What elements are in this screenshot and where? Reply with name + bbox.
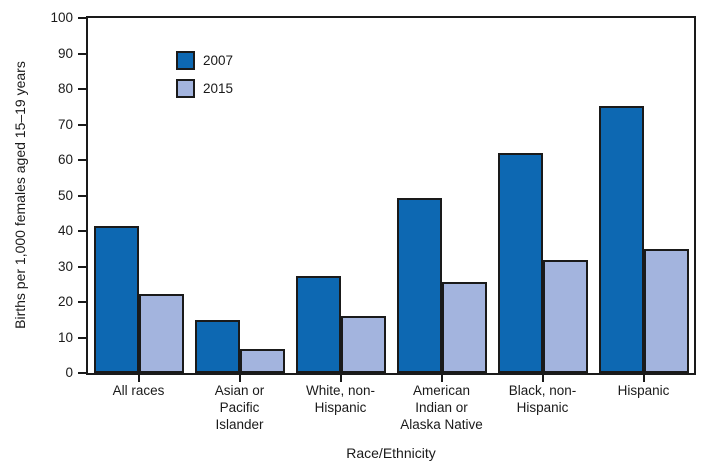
x-axis-title: Race/Ethnicity (346, 445, 436, 461)
bar-group (391, 18, 492, 373)
legend-swatch-icon (176, 51, 195, 70)
y-tick (78, 372, 86, 374)
bar-2007 (396, 198, 442, 373)
y-tick (78, 336, 86, 339)
x-category-label: American Indian or Alaska Native (400, 383, 483, 432)
y-tick (78, 194, 86, 197)
x-tick (440, 375, 443, 382)
x-tick (238, 375, 241, 382)
y-tick (78, 123, 86, 126)
x-tick (339, 375, 342, 382)
x-category-label: Asian or Pacific Islander (214, 383, 265, 432)
y-tick (78, 52, 86, 55)
y-tick-label: 20 (57, 294, 73, 309)
x-category-label: White, non- Hispanic (305, 383, 376, 415)
bar-2015 (643, 249, 689, 373)
bar-2007 (295, 276, 341, 373)
x-tick (137, 375, 140, 382)
y-tick-label: 90 (57, 45, 73, 61)
bar-group (88, 18, 189, 373)
plot-area: 0 10 20 30 40 50 60 70 80 90 100 2007 2015 (50, 10, 696, 382)
y-axis-title: Births per 1,000 females aged 15–19 year… (12, 61, 28, 329)
x-category-label: Hispanic (617, 383, 670, 398)
y-tick-label: 30 (57, 258, 73, 274)
y-tick (78, 159, 86, 161)
x-tick (642, 375, 645, 382)
bar-2015 (542, 260, 588, 373)
bar-group (189, 18, 290, 373)
y-tick-label: 70 (57, 116, 73, 132)
legend-label: 2015 (203, 80, 234, 96)
y-tick (78, 301, 86, 303)
bar-2007 (194, 320, 240, 373)
y-tick-label: 100 (50, 10, 73, 25)
x-category-label: Black, non- Hispanic (508, 383, 577, 415)
y-tick (78, 88, 86, 90)
x-category-label: All races (112, 383, 165, 398)
legend-item: 2015 (176, 79, 233, 98)
bar-group (492, 18, 593, 373)
y-tick-label: 40 (57, 223, 73, 238)
y-tick (78, 17, 86, 19)
bar-group (290, 18, 391, 373)
legend-swatch-icon (176, 79, 195, 98)
legend-item: 2007 (176, 51, 233, 70)
bar-2015 (239, 349, 285, 373)
x-tick (541, 375, 544, 382)
bar-2015 (441, 282, 487, 373)
y-tick-label: 10 (57, 329, 73, 345)
bar-group (593, 18, 694, 373)
y-tick (78, 230, 86, 232)
legend: 2007 2015 (176, 51, 233, 107)
x-axis-labels: All races Asian or Pacific Islander White, n… (88, 382, 694, 433)
y-tick (78, 265, 86, 268)
y-tick-label: 50 (57, 187, 73, 203)
bar-2015 (340, 316, 386, 373)
bar-2007 (598, 106, 644, 373)
bar-2007 (93, 226, 139, 373)
y-tick-label: 60 (57, 152, 73, 167)
bar-2007 (497, 153, 543, 373)
y-tick-label: 80 (57, 81, 73, 96)
legend-label: 2007 (203, 52, 234, 68)
bar-2015 (138, 294, 184, 373)
y-tick-label: 0 (65, 365, 73, 380)
